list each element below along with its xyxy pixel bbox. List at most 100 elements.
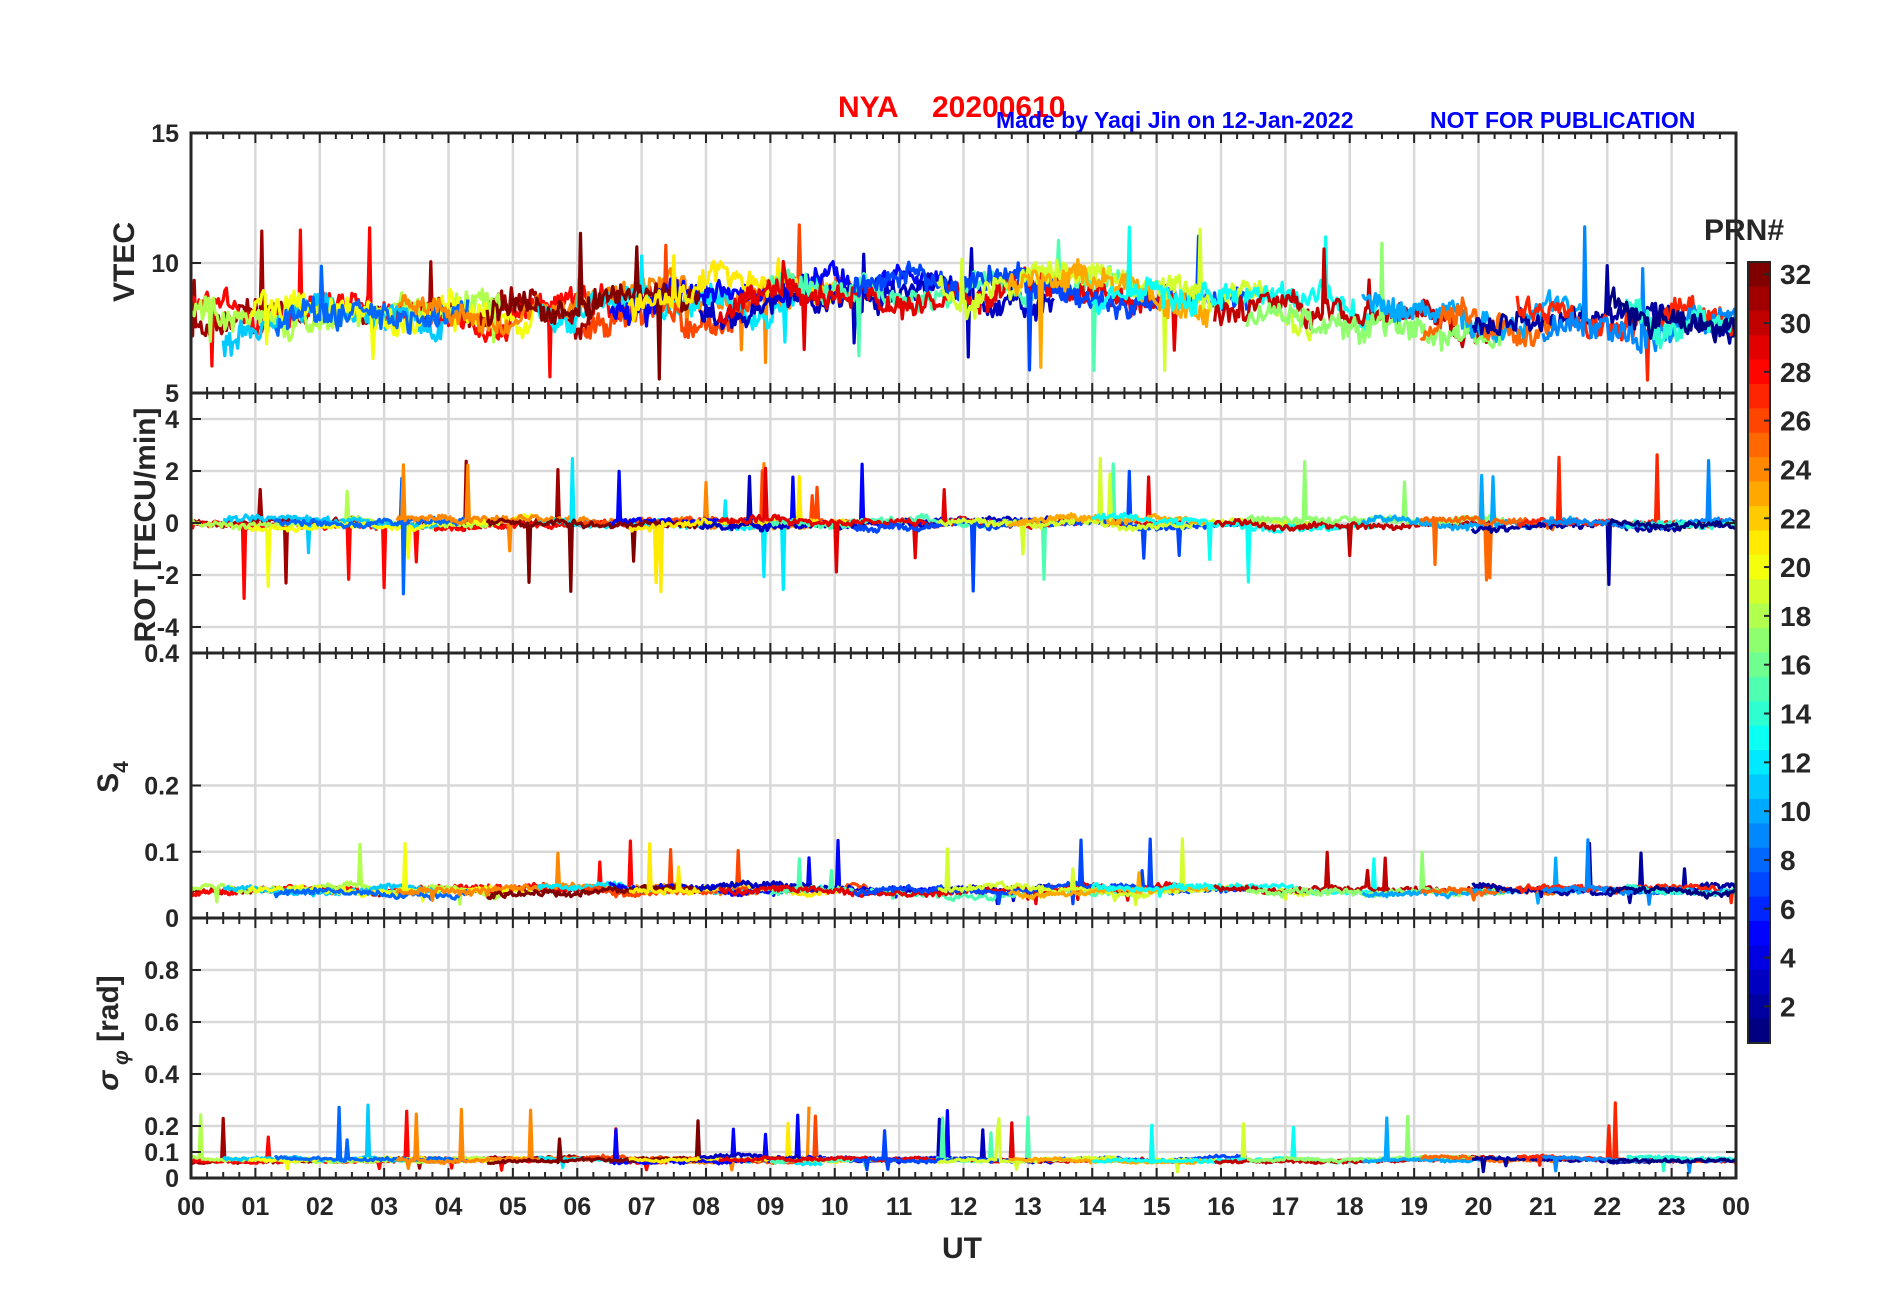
sigma_phi-y-tick-label: 0.1 — [144, 1139, 179, 1167]
colorbar-tick-label: 8 — [1780, 845, 1796, 876]
vtec-prn-8-line — [274, 264, 470, 337]
x-tick-label: 21 — [1529, 1193, 1557, 1221]
rot-y-tick-label: 2 — [165, 458, 179, 486]
vtec-panel: 5 10 15 — [151, 120, 1738, 408]
rot-y-tick-label: -2 — [157, 562, 179, 590]
colorbar-tick-label: 28 — [1780, 357, 1811, 388]
x-tick-label: 14 — [1078, 1193, 1106, 1221]
x-axis-tick-labels: 00 01 02 03 04 05 06 07 08 09 10 11 12 13 14 15 16 17 18 19… — [177, 1193, 1750, 1221]
colorbar-segment — [1748, 506, 1770, 532]
colorbar-segment — [1748, 750, 1770, 776]
colorbar-segment — [1748, 408, 1770, 434]
colorbar-segment — [1748, 823, 1770, 849]
x-tick-label: 00 — [177, 1193, 205, 1221]
vtec-prn-20-line — [248, 287, 534, 361]
s4-panel: 0 0.1 0.2 0.4 — [144, 640, 1738, 933]
vtec-prn-11-line — [221, 292, 444, 358]
colorbar-segment — [1748, 701, 1770, 727]
colorbar-segment — [1748, 969, 1770, 995]
s4-prn-32-line — [486, 883, 701, 901]
vtec-y-tick-label: 10 — [151, 250, 179, 278]
x-tick-label: 05 — [499, 1193, 527, 1221]
colorbar-segment — [1748, 1018, 1770, 1044]
colorbar-tick-label: 18 — [1780, 601, 1811, 632]
x-tick-label: 08 — [692, 1193, 720, 1221]
x-tick-label: 09 — [756, 1193, 784, 1221]
s4-y-tick-label: 0.2 — [144, 773, 179, 801]
sigma-phi-axis-title: σ φ [rad] — [92, 975, 133, 1091]
colorbar-segment — [1748, 262, 1770, 288]
x-tick-label: 04 — [435, 1193, 463, 1221]
colorbar-segment — [1748, 945, 1770, 971]
x-tick-label: 01 — [241, 1193, 269, 1221]
colorbar-segment — [1748, 994, 1770, 1020]
colorbar-segment — [1748, 896, 1770, 922]
vtec-prn-30-line — [1213, 247, 1500, 349]
s4-y-tick-label: 0.4 — [144, 640, 179, 668]
colorbar-tick-label: 4 — [1780, 943, 1796, 974]
vtec-prn-32-line — [485, 231, 702, 381]
vtec-y-tick-label: 5 — [165, 380, 179, 408]
colorbar-tick-label: 10 — [1780, 796, 1811, 827]
colorbar-segment — [1748, 384, 1770, 410]
colorbar-title: PRN# — [1704, 214, 1784, 247]
rot-axis-title: ROT [TECU/min] — [129, 408, 162, 643]
colorbar-segment — [1748, 335, 1770, 361]
x-tick-label: 15 — [1143, 1193, 1171, 1221]
colorbar-tick-label: 30 — [1780, 308, 1811, 339]
sigma_phi-y-tick-label: 0.8 — [144, 957, 179, 985]
rot-prn-13-line — [1091, 511, 1377, 584]
colorbar-segment — [1748, 310, 1770, 336]
colorbar-tick-label: 24 — [1780, 454, 1812, 485]
colorbar-segment — [1748, 847, 1770, 873]
colorbar-segment — [1748, 628, 1770, 654]
sigma_phi-frame — [189, 916, 1738, 1180]
x-tick-label: 20 — [1465, 1193, 1493, 1221]
x-tick-label: 12 — [950, 1193, 978, 1221]
vtec-y-tick-label: 15 — [151, 120, 179, 148]
station-label: NYA — [838, 91, 899, 124]
x-axis-title: UT — [942, 1232, 982, 1265]
x-tick-label: 13 — [1014, 1193, 1042, 1221]
x-tick-label: 11 — [886, 1193, 913, 1221]
rot-prn-1-line — [1606, 518, 1736, 532]
rot-prn-20-line — [247, 512, 534, 589]
sigma_phi-y-tick-label: 0.2 — [144, 1113, 179, 1141]
s4-prn-8-line — [273, 886, 470, 901]
x-tick-label: 16 — [1207, 1193, 1235, 1221]
x-tick-label: 10 — [821, 1193, 849, 1221]
rot-y-tick-label: 0 — [165, 510, 179, 538]
colorbar-segment — [1748, 603, 1770, 629]
x-tick-label: 18 — [1336, 1193, 1364, 1221]
s4-y-tick-label: 0.1 — [144, 839, 179, 867]
sigma_phi-y-tick-label: 0 — [165, 1165, 179, 1193]
colorbar-segment — [1748, 286, 1770, 312]
colorbar-segment — [1748, 774, 1770, 800]
colorbar-segment — [1748, 457, 1770, 483]
date-label: 20200610 — [932, 91, 1065, 124]
x-tick-label: 07 — [628, 1193, 656, 1221]
colorbar-segment — [1748, 920, 1770, 946]
x-tick-label: 22 — [1593, 1193, 1621, 1221]
colorbar-tick-label: 26 — [1780, 406, 1811, 437]
sigma_phi-y-tick-label: 0.4 — [144, 1061, 179, 1089]
x-tick-label: 03 — [370, 1193, 398, 1221]
colorbar-tick-label: 32 — [1780, 259, 1811, 290]
colorbar-segment — [1748, 432, 1770, 458]
colorbar-tick-label: 6 — [1780, 894, 1796, 925]
x-tick-label: 17 — [1271, 1193, 1299, 1221]
vtec-prn-25-line — [1419, 296, 1557, 348]
rot-y-tick-label: -4 — [157, 614, 179, 642]
colorbar-segment — [1748, 676, 1770, 702]
colorbar-tick-label: 12 — [1780, 747, 1811, 778]
colorbar-segment — [1748, 530, 1770, 556]
rot-prn-8-line — [273, 476, 470, 596]
colorbar-frame — [1747, 261, 1771, 1044]
x-tick-label: 23 — [1658, 1193, 1686, 1221]
credit-label: Made by Yaqi Jin on 12-Jan-2022 — [996, 107, 1354, 133]
notice-label: NOT FOR PUBLICATION — [1430, 107, 1695, 133]
colorbar-segment — [1748, 652, 1770, 678]
vtec-prn-1-line — [1605, 286, 1736, 344]
